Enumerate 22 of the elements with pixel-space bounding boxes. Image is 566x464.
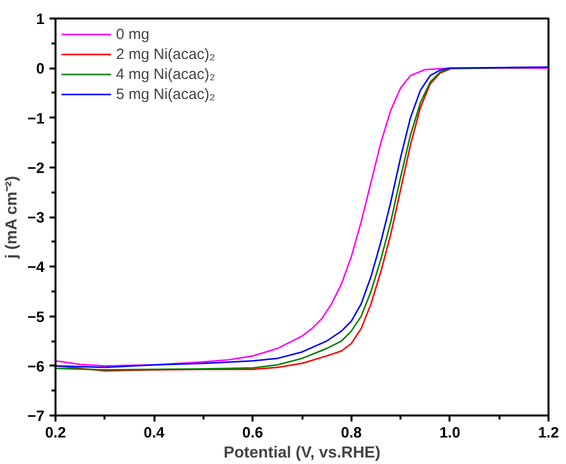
x-tick-label: 1.2 [538, 424, 559, 442]
y-tick-label: 1 [36, 11, 44, 28]
y-tick-label: 0 [36, 60, 44, 78]
y-tick-label: −3 [27, 210, 45, 226]
y-tick-label: −7 [27, 408, 45, 425]
x-axis-title: Potential (V, vs.RHE) [224, 444, 380, 462]
y-axis-title: j (mA cm⁻²) [3, 176, 20, 260]
legend-label: 4 mg Ni(acac)₂ [116, 65, 216, 83]
legend-label: 0 mg [116, 25, 150, 43]
legend-label: 5 mg Ni(acac)₂ [116, 85, 216, 103]
y-tick-label: −1 [27, 110, 45, 128]
y-tick-label: −4 [27, 259, 46, 276]
x-tick-label: 0.6 [242, 424, 264, 442]
x-tick-label: 1.0 [439, 424, 460, 442]
x-tick-label: 0.4 [144, 424, 166, 442]
y-tick-label: −5 [27, 308, 45, 326]
x-tick-label: 0.8 [340, 424, 362, 442]
legend-label: 2 mg Ni(acac)₂ [116, 45, 216, 63]
line-series [56, 68, 451, 372]
y-tick-label: −6 [27, 358, 45, 376]
y-tick-label: −2 [27, 160, 45, 177]
x-tick-label: 0.2 [45, 424, 66, 442]
